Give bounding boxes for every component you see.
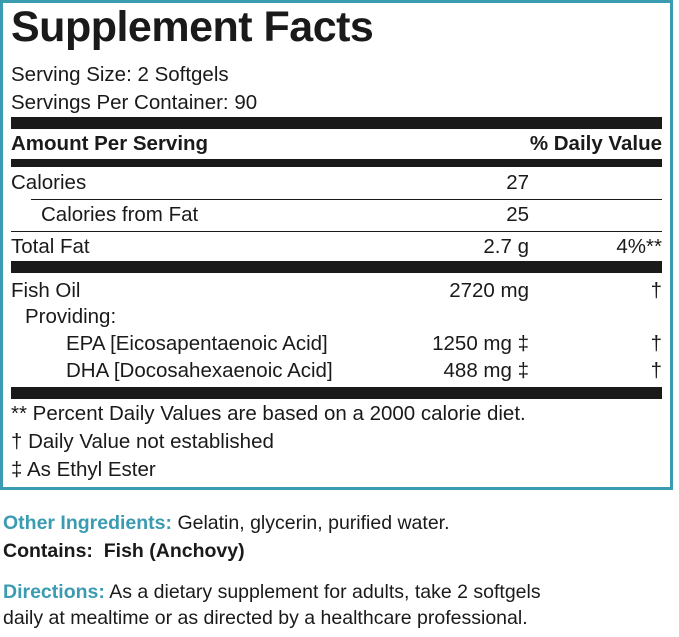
thin-divider xyxy=(11,231,662,232)
nutrient-row-calories-from-fat: Calories from Fat 25 xyxy=(11,203,662,227)
amount-per-serving-header: Amount Per Serving xyxy=(11,132,209,155)
contains-label: Contains: xyxy=(3,540,93,562)
supplement-facts-panel: Supplement Facts Serving Size: 2 Softgel… xyxy=(0,0,673,490)
nutrient-row-total-fat: Total Fat 2.7 g 4%** xyxy=(11,235,662,259)
nutrient-name: Calories xyxy=(11,171,87,194)
nutrient-amount: 2720 mg xyxy=(449,279,529,302)
daily-value-header: % Daily Value xyxy=(529,132,662,155)
serving-size: Serving Size: 2 Softgels xyxy=(11,63,229,86)
directions-line2: daily at mealtime or as directed by a he… xyxy=(3,607,528,629)
nutrient-amount: 1250 mg ‡ xyxy=(432,332,529,355)
nutrient-name: Total Fat xyxy=(11,235,90,258)
nutrient-row-calories: Calories 27 xyxy=(11,171,662,195)
footnote-double-dagger: ‡ As Ethyl Ester xyxy=(11,458,156,481)
directions-line1: As a dietary supplement for adults, take… xyxy=(104,581,541,603)
nutrient-name: Calories from Fat xyxy=(41,203,199,226)
nutrient-dv: † xyxy=(650,279,662,302)
thick-divider xyxy=(11,387,662,399)
nutrient-name: Providing: xyxy=(25,305,117,328)
thick-divider xyxy=(11,117,662,129)
thin-divider xyxy=(31,199,662,200)
nutrient-dv: 4%** xyxy=(616,235,662,258)
nutrient-amount: 27 xyxy=(506,171,529,194)
nutrient-amount: 2.7 g xyxy=(483,235,529,258)
servings-per-container: Servings Per Container: 90 xyxy=(11,91,258,114)
panel-title: Supplement Facts xyxy=(11,3,374,51)
nutrient-dv: † xyxy=(650,332,662,355)
footnote-dagger: † Daily Value not established xyxy=(11,430,274,453)
other-ingredients: Other Ingredients: Gelatin, glycerin, pu… xyxy=(3,511,450,535)
medium-divider xyxy=(11,159,662,167)
nutrient-row-fish-oil: Fish Oil 2720 mg † xyxy=(11,279,662,303)
nutrient-row-epa: EPA [Eicosapentaenoic Acid] 1250 mg ‡ † xyxy=(11,332,662,356)
contains-text: Fish (Anchovy) xyxy=(92,540,245,562)
nutrient-amount: 488 mg ‡ xyxy=(443,359,529,382)
amount-header-row: Amount Per Serving % Daily Value xyxy=(11,132,662,156)
directions-label: Directions: xyxy=(3,581,105,603)
nutrient-amount: 25 xyxy=(506,203,529,226)
nutrient-name: EPA [Eicosapentaenoic Acid] xyxy=(66,332,328,355)
directions: Directions: As a dietary supplement for … xyxy=(3,580,541,604)
nutrient-name: Fish Oil xyxy=(11,279,81,302)
other-ingredients-text: Gelatin, glycerin, purified water. xyxy=(172,512,450,534)
nutrient-row-dha: DHA [Docosahexaenoic Acid] 488 mg ‡ † xyxy=(11,359,662,383)
thick-divider xyxy=(11,261,662,273)
footnote-daily-values: ** Percent Daily Values are based on a 2… xyxy=(11,402,526,425)
nutrient-name: DHA [Docosahexaenoic Acid] xyxy=(66,359,333,382)
nutrient-row-providing: Providing: xyxy=(11,305,662,329)
nutrient-dv: † xyxy=(650,359,662,382)
contains: Contains: Fish (Anchovy) xyxy=(3,539,245,563)
other-ingredients-label: Other Ingredients: xyxy=(3,512,173,534)
